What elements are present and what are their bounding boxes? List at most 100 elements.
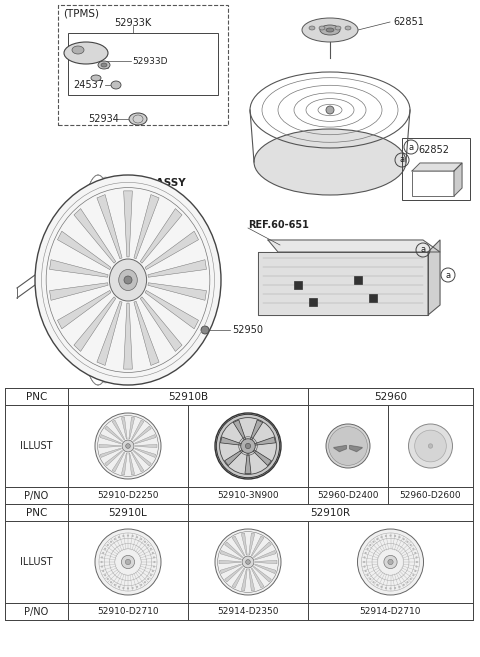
Circle shape [372,581,374,583]
Circle shape [127,587,129,589]
Bar [68,521,188,603]
Circle shape [118,536,120,538]
Ellipse shape [309,26,315,30]
Circle shape [376,584,378,586]
Polygon shape [58,231,111,269]
Ellipse shape [384,555,397,568]
Polygon shape [232,568,245,588]
Circle shape [152,552,154,554]
Ellipse shape [122,440,134,452]
Circle shape [147,544,149,546]
Text: 52910-D2710: 52910-D2710 [97,607,159,616]
Text: PNC: PNC [26,392,47,401]
Ellipse shape [95,529,161,595]
Ellipse shape [415,430,446,462]
Polygon shape [97,194,122,259]
Polygon shape [140,297,182,351]
Circle shape [398,536,401,538]
Ellipse shape [95,413,161,479]
Text: 52910L: 52910L [108,507,147,518]
Polygon shape [254,437,276,445]
Text: P/NO: P/NO [24,606,48,616]
Polygon shape [258,252,428,315]
Circle shape [144,541,146,543]
Ellipse shape [109,259,146,301]
Bar [188,504,473,521]
Circle shape [147,578,149,580]
Bar [5,388,473,405]
Bar [412,171,454,196]
Polygon shape [135,434,156,444]
Bar [5,388,68,405]
Bar [68,603,188,620]
Circle shape [132,587,133,589]
Circle shape [140,584,142,586]
Ellipse shape [121,555,134,568]
Polygon shape [220,551,241,560]
Text: a: a [408,143,414,152]
Circle shape [407,581,408,583]
Circle shape [107,544,109,546]
Ellipse shape [101,63,107,67]
Circle shape [428,443,432,448]
Polygon shape [121,453,127,475]
Polygon shape [129,417,134,439]
Circle shape [136,536,138,538]
Ellipse shape [388,559,393,564]
Bar [309,298,317,306]
Circle shape [153,561,156,563]
Ellipse shape [319,26,325,30]
Circle shape [124,276,132,284]
Bar [5,603,68,620]
Polygon shape [249,569,255,591]
Circle shape [102,552,104,554]
Circle shape [369,544,372,546]
Ellipse shape [215,529,281,595]
Polygon shape [412,163,462,171]
Bar [354,276,362,284]
Ellipse shape [254,129,406,195]
Circle shape [376,538,378,540]
Text: ILLUST: ILLUST [20,557,53,567]
Polygon shape [49,283,108,300]
Circle shape [114,538,116,540]
Ellipse shape [408,424,453,468]
Polygon shape [134,302,159,365]
Circle shape [101,556,103,558]
Circle shape [394,587,396,589]
Text: a: a [445,271,451,279]
Circle shape [412,574,414,576]
Circle shape [414,570,416,572]
Polygon shape [220,437,242,445]
Polygon shape [140,208,182,263]
Text: 62851: 62851 [393,17,424,27]
Polygon shape [250,420,263,440]
Circle shape [367,548,369,550]
Polygon shape [249,533,255,555]
Circle shape [403,538,405,540]
Bar [308,487,388,504]
Polygon shape [49,260,108,277]
Polygon shape [225,542,243,558]
Ellipse shape [246,560,250,564]
Polygon shape [74,297,116,351]
Ellipse shape [91,75,101,81]
Text: 52933D: 52933D [132,57,168,66]
Polygon shape [131,452,144,472]
Circle shape [389,587,392,589]
Ellipse shape [335,26,341,30]
Circle shape [122,535,124,537]
Circle shape [110,581,112,583]
Circle shape [153,566,155,568]
Ellipse shape [129,113,147,125]
Circle shape [100,561,103,563]
Polygon shape [219,560,241,564]
Circle shape [118,586,120,588]
Bar [308,603,473,620]
Circle shape [385,535,387,537]
Text: 24537: 24537 [73,80,104,90]
Polygon shape [232,536,245,556]
Bar [5,405,473,487]
Ellipse shape [220,418,276,474]
Ellipse shape [98,61,110,69]
